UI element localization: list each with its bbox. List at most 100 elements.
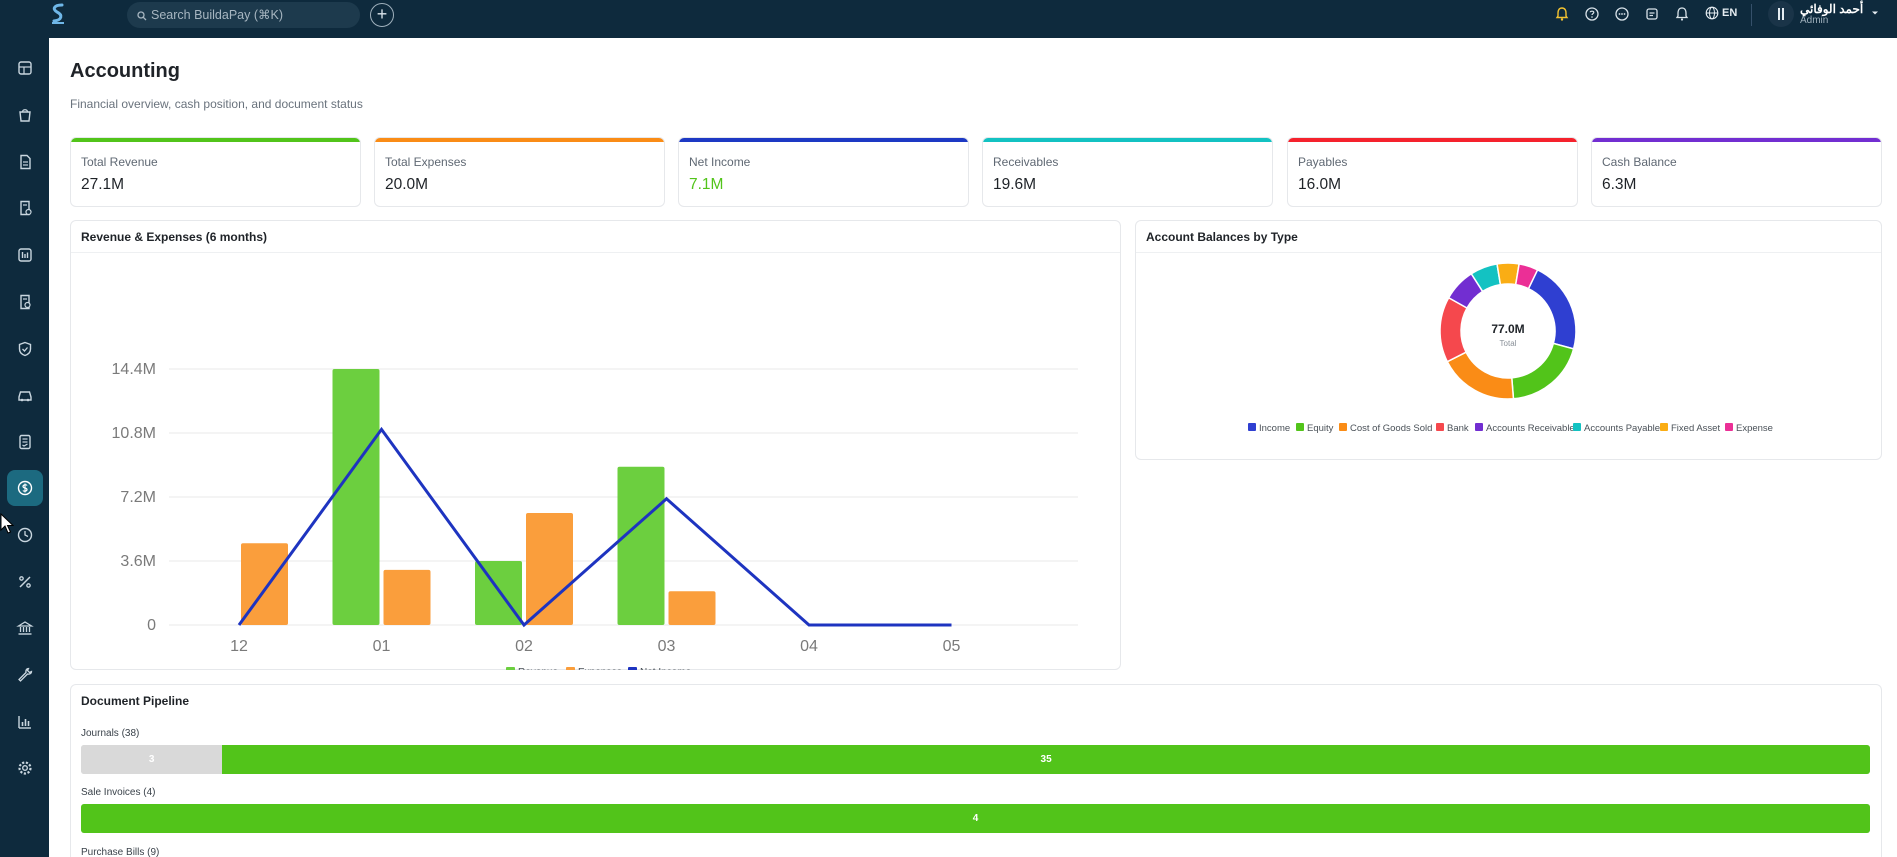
sidebar-item-clock[interactable] <box>7 517 43 553</box>
app-logo[interactable] <box>48 2 68 26</box>
legend-swatch <box>1573 423 1581 431</box>
pipeline-segment[interactable]: 3 <box>81 745 223 774</box>
bar-revenue[interactable] <box>617 466 665 625</box>
file-check-icon <box>20 294 31 310</box>
slice-equity[interactable] <box>1510 342 1575 400</box>
pipeline-bar[interactable]: 4 <box>81 804 1870 833</box>
kpi-label: Receivables <box>993 155 1059 169</box>
pipeline-segment[interactable]: 35 <box>222 745 1870 774</box>
sidebar-item-receipt[interactable] <box>7 190 43 226</box>
slice-expense[interactable] <box>1514 263 1539 290</box>
account-balances-title: Account Balances by Type <box>1136 221 1881 253</box>
account-balances-card: Account Balances by Type 77.0M Total Incom… <box>1135 220 1882 460</box>
language-selector[interactable]: EN <box>1705 5 1737 21</box>
kpi-accent-bar <box>71 138 360 142</box>
legend-label: Expense <box>1736 423 1773 434</box>
kpi-label: Cash Balance <box>1602 155 1677 169</box>
kpi-accent-bar <box>375 138 664 142</box>
revenue-expenses-card: Revenue & Expenses (6 months) 0 3.6M 7.2M 1… <box>70 220 1121 670</box>
x-tick-label: 02 <box>515 638 533 655</box>
legend-swatch <box>1296 423 1304 431</box>
kpi-card[interactable]: Net Income 7.1M <box>678 137 969 207</box>
slice-cost-of-goods-sold[interactable] <box>1446 351 1515 400</box>
slice-bank[interactable] <box>1439 296 1469 363</box>
sidebar-item-dashboard[interactable] <box>7 50 43 86</box>
notification-icon[interactable] <box>1674 6 1690 22</box>
pipeline-bar[interactable]: 3 35 <box>81 745 1870 774</box>
kpi-value: 6.3M <box>1602 176 1637 193</box>
x-tick-label: 03 <box>658 638 676 655</box>
sidebar-item-bank[interactable] <box>7 610 43 646</box>
bar-revenue[interactable] <box>475 561 522 625</box>
kpi-accent-bar <box>1592 138 1881 142</box>
legend-swatch <box>1339 423 1347 431</box>
sidebar-item-wrench[interactable] <box>7 657 43 693</box>
sidebar-item-report[interactable] <box>7 237 43 273</box>
search-input[interactable]: Search BuildaPay (⌘K) <box>127 2 360 28</box>
kpi-card[interactable]: Total Expenses 20.0M <box>374 137 665 207</box>
bell-ring-icon[interactable] <box>1554 6 1570 22</box>
legend-item[interactable]: Accounts Payable <box>1573 423 1660 434</box>
legend-swatch <box>1248 423 1256 431</box>
kpi-card[interactable]: Total Revenue 27.1M <box>70 137 361 207</box>
x-tick-label: 05 <box>943 638 961 655</box>
legend-label: Income <box>1259 423 1290 434</box>
sidebar-item-percent[interactable] <box>7 564 43 600</box>
user-name[interactable]: أحمد الوفائي <box>1800 2 1864 16</box>
legend-label: Net Income <box>640 667 692 670</box>
kpi-card[interactable]: Cash Balance 6.3M <box>1591 137 1882 207</box>
x-tick-label: 01 <box>373 638 391 655</box>
sidebar-item-dollar[interactable] <box>7 470 43 506</box>
kpi-value: 7.1M <box>689 176 724 193</box>
legend-item[interactable]: Net Income <box>628 667 692 670</box>
x-tick-label: 12 <box>230 638 248 655</box>
kpi-accent-bar <box>679 138 968 142</box>
legend-item[interactable]: Income <box>1248 423 1290 434</box>
line-net-income[interactable] <box>237 426 952 628</box>
donut-center-label: Total <box>1500 339 1517 348</box>
bar-revenue[interactable] <box>332 369 380 625</box>
chevron-down-icon[interactable] <box>1870 8 1880 18</box>
bar-expenses[interactable] <box>668 591 716 625</box>
sidebar-item-shield[interactable] <box>7 331 43 367</box>
legend-label: Accounts Payable <box>1584 423 1660 434</box>
percent-icon <box>19 576 31 588</box>
pipeline-segment[interactable]: 4 <box>81 804 1870 833</box>
legend-item[interactable]: Expenses <box>566 667 622 670</box>
legend-item[interactable]: Revenue <box>506 667 558 670</box>
help-icon[interactable] <box>1584 6 1600 22</box>
slice-income[interactable] <box>1527 268 1577 350</box>
chat-icon[interactable] <box>1614 6 1630 22</box>
user-avatar[interactable] <box>1768 1 1794 27</box>
gear-icon <box>18 761 32 775</box>
task-icon[interactable] <box>1644 6 1660 22</box>
legend-item[interactable]: Equity <box>1296 423 1334 434</box>
sidebar-item-gear[interactable] <box>7 750 43 786</box>
sidebar-item-bag[interactable] <box>7 97 43 133</box>
y-tick-label: 0 <box>147 617 156 634</box>
add-button[interactable]: + <box>370 3 394 27</box>
donut-center-value: 77.0M <box>1491 322 1524 336</box>
legend-item[interactable]: Fixed Asset <box>1660 423 1720 434</box>
kpi-card[interactable]: Receivables 19.6M <box>982 137 1273 207</box>
pipeline-row-label: Journals (38) <box>81 728 140 739</box>
sidebar-item-car[interactable] <box>7 377 43 413</box>
receipt-icon <box>20 200 32 216</box>
page-subtitle: Financial overview, cash position, and d… <box>70 97 363 111</box>
legend-item[interactable]: Bank <box>1436 423 1469 434</box>
bar-expenses[interactable] <box>526 513 573 625</box>
legend-swatch <box>1660 423 1668 431</box>
bar-expenses[interactable] <box>383 569 431 625</box>
kpi-card[interactable]: Payables 16.0M <box>1287 137 1578 207</box>
avatar-icon <box>1778 8 1784 20</box>
legend-item[interactable]: Cost of Goods Sold <box>1339 423 1432 434</box>
sidebar-item-document[interactable] <box>7 144 43 180</box>
clock-icon <box>17 527 33 543</box>
legend-item[interactable]: Expense <box>1725 423 1773 434</box>
sidebar-item-file-check[interactable] <box>7 284 43 320</box>
x-tick-label: 04 <box>800 638 818 655</box>
legend-item[interactable]: Accounts Receivable <box>1475 423 1575 434</box>
sidebar-item-bar-chart[interactable] <box>7 704 43 740</box>
sidebar-item-invoice[interactable] <box>7 424 43 460</box>
kpi-label: Total Expenses <box>385 155 467 169</box>
